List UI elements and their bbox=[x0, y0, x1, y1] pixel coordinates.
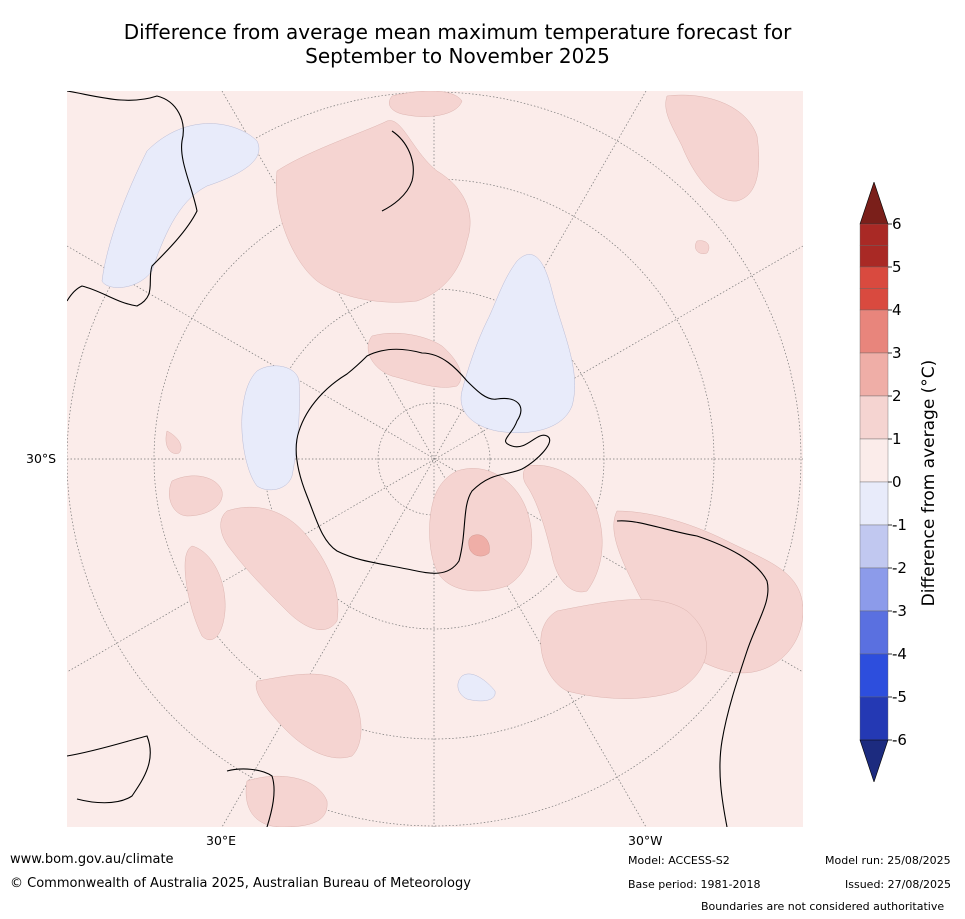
anomaly-region-pos bbox=[540, 599, 707, 699]
africa-coast bbox=[67, 735, 151, 804]
colorbar-under-triangle bbox=[859, 739, 889, 783]
colorbar-tick-label: -1 bbox=[892, 516, 907, 534]
colorbar-bin bbox=[859, 245, 889, 268]
anomaly-region-pos bbox=[665, 94, 760, 202]
title-line-1: Difference from average mean maximum tem… bbox=[123, 20, 792, 44]
anomaly-region-pos bbox=[613, 510, 803, 674]
colorbar-bin bbox=[859, 653, 889, 698]
colorbar-tick-label: 5 bbox=[892, 258, 902, 276]
map-title: Difference from average mean maximum tem… bbox=[60, 20, 855, 68]
colorbar-bin bbox=[859, 524, 889, 569]
anomaly-region-neg bbox=[241, 365, 300, 491]
colorbar-label: Difference from average (°C) bbox=[919, 359, 939, 607]
graticule-circle-40s bbox=[153, 178, 715, 740]
longitude-label-30e: 30°E bbox=[206, 833, 237, 848]
colorbar-tick-label: 6 bbox=[892, 215, 902, 233]
footer-copyright: © Commonwealth of Australia 2025, Austra… bbox=[10, 876, 471, 891]
colorbar-tick-label: -5 bbox=[892, 688, 907, 706]
colorbar-tick-label: 2 bbox=[892, 387, 902, 405]
coastlines bbox=[67, 91, 769, 827]
colorbar-tick-label: -6 bbox=[892, 731, 907, 749]
colorbar-tick-label: 0 bbox=[892, 473, 902, 491]
colorbar-tick-label: -2 bbox=[892, 559, 907, 577]
anomaly-region-pos bbox=[184, 545, 226, 641]
footer-url: www.bom.gov.au/climate bbox=[10, 852, 174, 867]
australia-coast bbox=[67, 91, 198, 307]
antarctica-coast bbox=[295, 348, 550, 574]
longitude-label-30w: 30°W bbox=[628, 833, 663, 848]
footer-model-run: Model run: 25/08/2025 bbox=[825, 854, 951, 867]
colorbar-tick-label: -4 bbox=[892, 645, 907, 663]
madagascar-coast bbox=[226, 768, 275, 827]
colorbar bbox=[857, 181, 907, 783]
anomaly-region-neg bbox=[457, 673, 496, 702]
colorbar-bin bbox=[859, 395, 889, 440]
footer-model: Model: ACCESS-S2 bbox=[628, 854, 730, 867]
anomaly-region-pos bbox=[220, 507, 339, 630]
anomaly-region-pos bbox=[429, 468, 533, 592]
south-america-coast bbox=[616, 520, 769, 827]
anomaly-region-neg bbox=[460, 254, 575, 433]
graticule-circle-30s bbox=[67, 91, 802, 827]
anomaly-region-pos bbox=[255, 673, 362, 759]
colorbar-tick-label: 1 bbox=[892, 430, 902, 448]
polar-map bbox=[67, 91, 803, 827]
colorbar-over-triangle bbox=[859, 181, 889, 225]
title-line-2: September to November 2025 bbox=[305, 44, 610, 68]
anomaly-region-pos bbox=[523, 464, 603, 593]
anomaly-region-pos bbox=[245, 775, 328, 827]
colorbar-bin bbox=[859, 352, 889, 397]
anomaly-region-pos bbox=[169, 475, 223, 517]
colorbar-tick-label: -3 bbox=[892, 602, 907, 620]
colorbar-bin bbox=[859, 223, 889, 246]
colorbar-tick-label: 4 bbox=[892, 301, 902, 319]
colorbar-bin bbox=[859, 610, 889, 655]
colorbar-bin bbox=[859, 567, 889, 612]
colorbar-bin bbox=[859, 438, 889, 483]
anomaly-region-neg bbox=[101, 123, 260, 288]
anomaly-region-pos bbox=[389, 91, 463, 117]
anomaly-region-pos bbox=[367, 333, 462, 388]
colorbar-bin bbox=[859, 696, 889, 741]
footer-base-period: Base period: 1981-2018 bbox=[628, 878, 761, 891]
colorbar-tick-label: 3 bbox=[892, 344, 902, 362]
footer-disclaimer: Boundaries are not considered authoritat… bbox=[701, 900, 945, 913]
anomaly-region-pos bbox=[165, 430, 182, 454]
colorbar-bin bbox=[859, 288, 889, 311]
colorbar-bin bbox=[859, 309, 889, 354]
new-zealand-coast bbox=[381, 130, 414, 212]
colorbar-bin bbox=[859, 481, 889, 526]
anomaly-region-pos-strong bbox=[468, 534, 490, 557]
negative-anomaly-regions bbox=[101, 123, 575, 702]
colorbar-bin bbox=[859, 266, 889, 289]
positive-anomaly-regions bbox=[165, 91, 803, 827]
anomaly-region-pos bbox=[276, 120, 471, 303]
footer-issued: Issued: 27/08/2025 bbox=[845, 878, 952, 891]
latitude-label-30s: 30°S bbox=[26, 451, 57, 466]
anomaly-region-pos bbox=[695, 240, 710, 254]
